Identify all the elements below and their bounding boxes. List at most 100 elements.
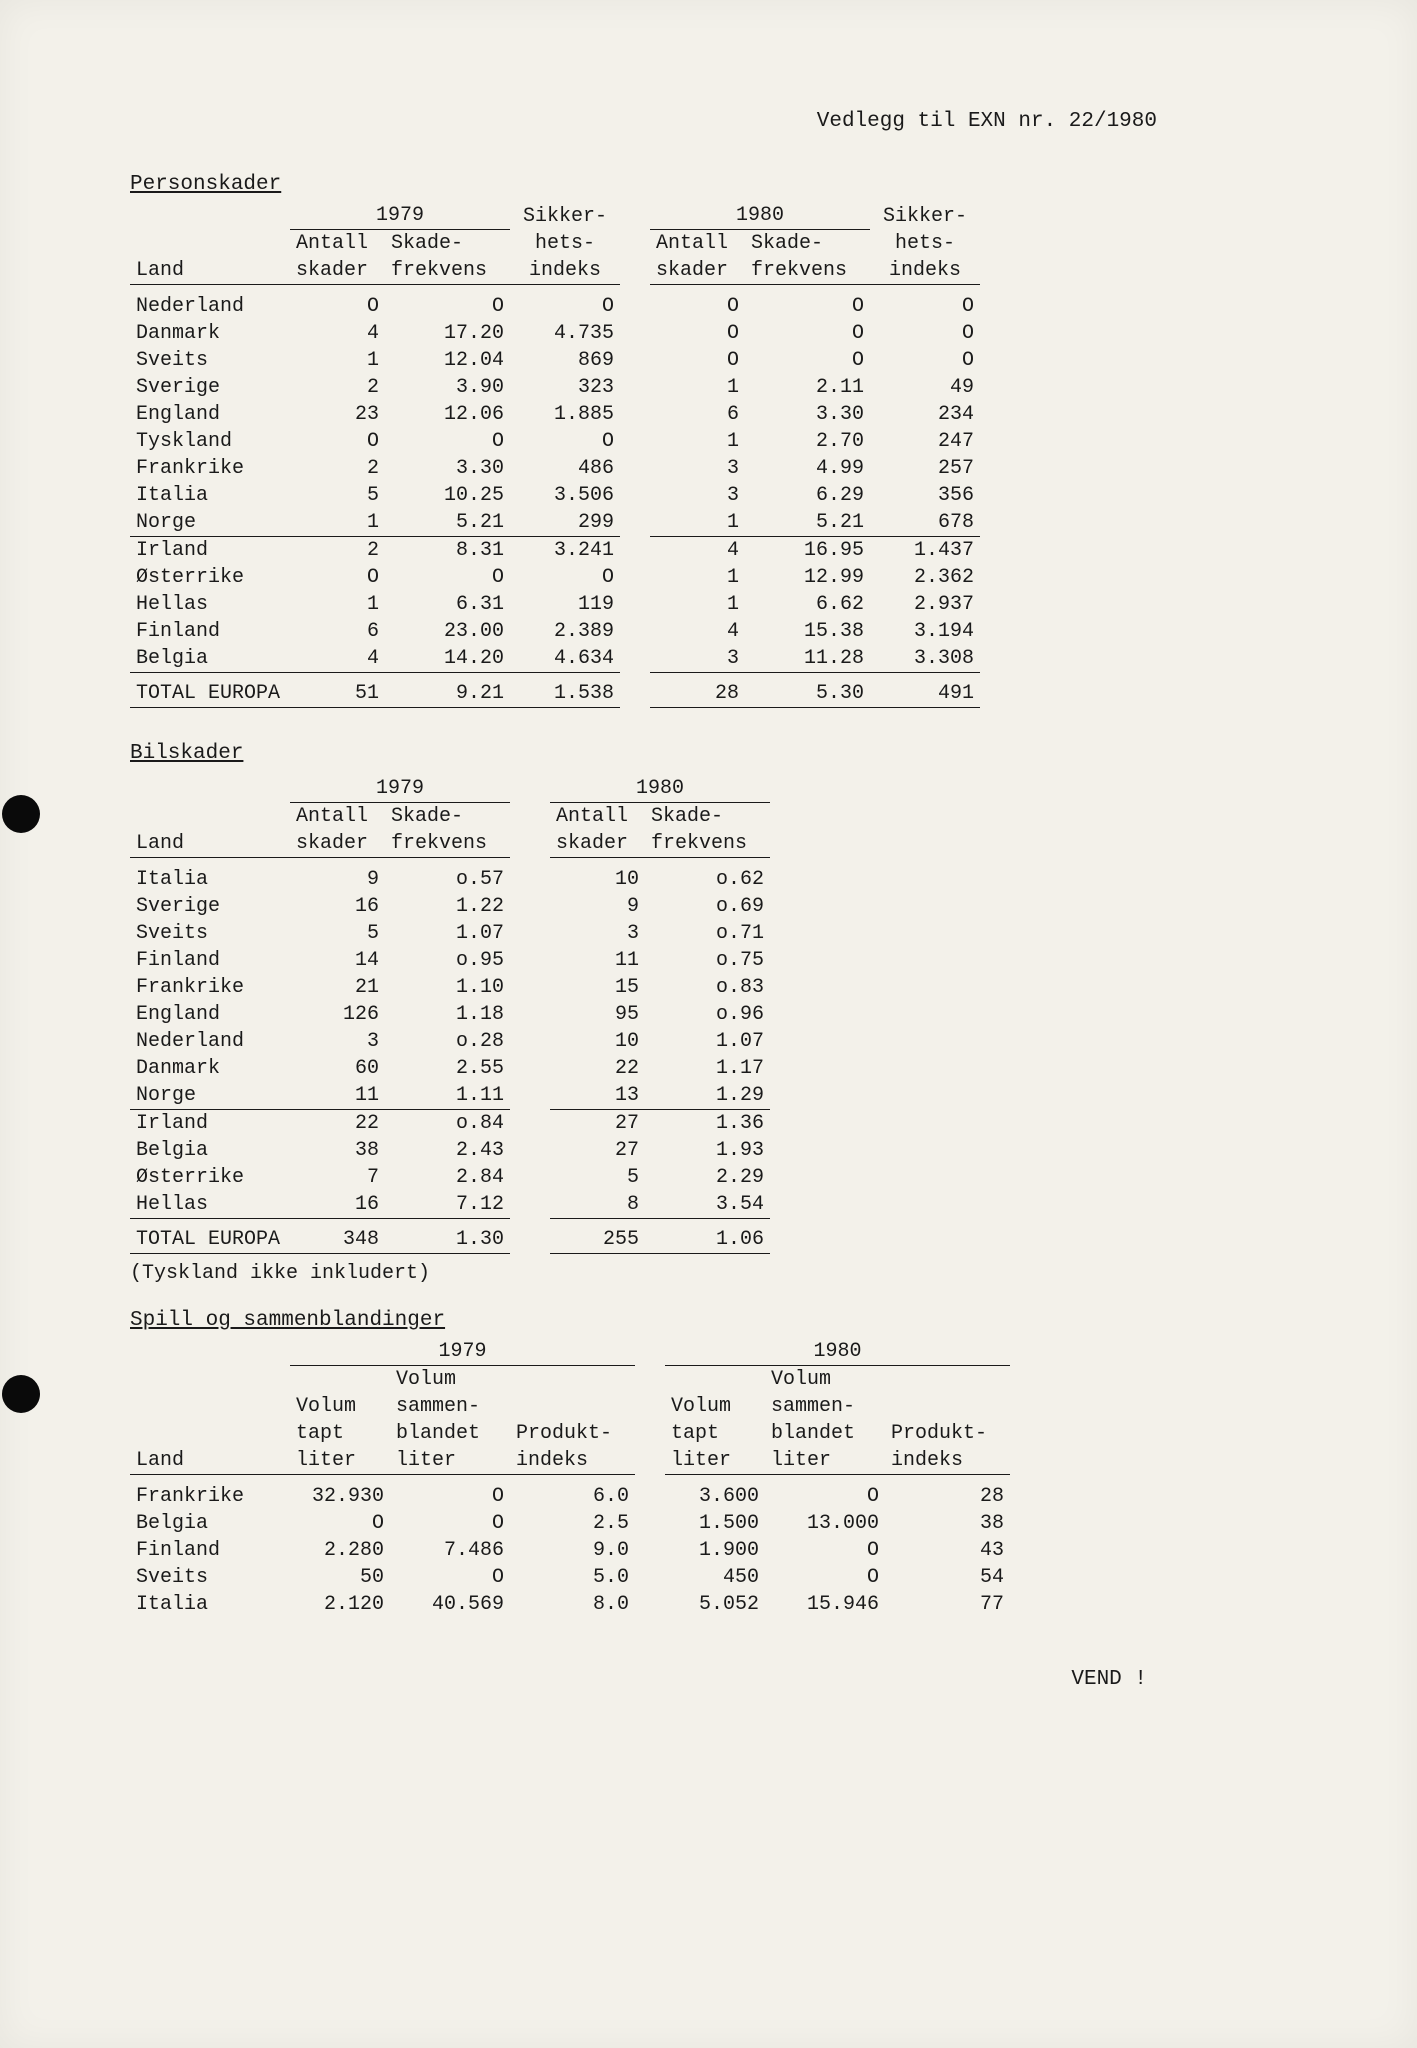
cell-value: 12.06 <box>385 401 510 428</box>
cell-value: 1.17 <box>645 1055 770 1082</box>
row-label: England <box>130 401 290 428</box>
section-title-personskader: Personskader <box>130 173 1297 196</box>
year-header: 1980 <box>665 1338 1010 1366</box>
cell-value: 38 <box>290 1137 385 1164</box>
cell-value: 10 <box>550 1028 645 1055</box>
cell-value: 356 <box>870 482 980 509</box>
cell-value: 1.07 <box>385 920 510 947</box>
cell-value: 38 <box>885 1510 1010 1537</box>
col-header: Antallskader <box>290 803 385 858</box>
cell-value: O <box>390 1510 510 1537</box>
cell-value: 3.30 <box>385 455 510 482</box>
cell-value: O <box>390 1564 510 1591</box>
table-row: Sverige161.229o.69 <box>130 893 770 920</box>
table-row: ØsterrikeOOO112.992.362 <box>130 564 980 591</box>
cell-value: 11 <box>290 1082 385 1110</box>
col-header: Volumsammen-blandetliter <box>390 1366 510 1475</box>
year-header: 1979 <box>290 775 510 803</box>
year-header: 1980 <box>650 202 870 230</box>
cell-value: 3 <box>650 455 745 482</box>
cell-value: 3.30 <box>745 401 870 428</box>
cell-value: 28 <box>885 1483 1010 1510</box>
cell-value: 8.0 <box>510 1591 635 1618</box>
row-label: Belgia <box>130 645 290 673</box>
cell-value: 95 <box>550 1001 645 1028</box>
row-label: Østerrike <box>130 564 290 591</box>
table-row: BelgiaOO2.51.50013.00038 <box>130 1510 1010 1537</box>
cell-value: 1 <box>650 509 745 537</box>
cell-value: 9.21 <box>385 680 510 708</box>
table-row: TysklandOOO12.70247 <box>130 428 980 455</box>
table-row: Italia510.253.50636.29356 <box>130 482 980 509</box>
cell-value: o.83 <box>645 974 770 1001</box>
table-row: Sveits51.073o.71 <box>130 920 770 947</box>
table-row: Frankrike32.930O6.03.600O28 <box>130 1483 1010 1510</box>
row-label: Frankrike <box>130 1483 290 1510</box>
col-header: Skade-frekvens <box>645 803 770 858</box>
cell-value: 16 <box>290 893 385 920</box>
cell-value: O <box>390 1483 510 1510</box>
cell-value: 1.93 <box>645 1137 770 1164</box>
cell-value: 2.280 <box>290 1537 390 1564</box>
cell-value: 2 <box>290 455 385 482</box>
cell-value: 7.12 <box>385 1191 510 1219</box>
table-row: Sveits112.04869OOO <box>130 347 980 374</box>
cell-value: O <box>745 320 870 347</box>
col-header: Produkt-indeks <box>885 1366 1010 1475</box>
cell-value: 3.194 <box>870 618 980 645</box>
cell-value: 3.241 <box>510 536 620 564</box>
cell-value: 1 <box>650 564 745 591</box>
cell-value: O <box>765 1537 885 1564</box>
cell-value: o.69 <box>645 893 770 920</box>
cell-value: 11.28 <box>745 645 870 673</box>
row-label: Sveits <box>130 1564 290 1591</box>
table-row: Sverige23.9032312.1149 <box>130 374 980 401</box>
cell-value: 43 <box>885 1537 1010 1564</box>
cell-value: O <box>870 320 980 347</box>
cell-value: 40.569 <box>390 1591 510 1618</box>
row-label: Danmark <box>130 320 290 347</box>
row-label: TOTAL EUROPA <box>130 1226 290 1254</box>
cell-value: 3.308 <box>870 645 980 673</box>
row-label: Italia <box>130 866 290 893</box>
cell-value: 6 <box>290 618 385 645</box>
total-row: TOTAL EUROPA3481.302551.06 <box>130 1226 770 1254</box>
cell-value: 1 <box>650 428 745 455</box>
cell-value: 2.120 <box>290 1591 390 1618</box>
page-turn-note: VEND ! <box>130 1668 1297 1691</box>
row-label: Italia <box>130 1591 290 1618</box>
row-label: Belgia <box>130 1510 290 1537</box>
table-row: Italia9o.5710o.62 <box>130 866 770 893</box>
row-label: Frankrike <box>130 974 290 1001</box>
table-row: Italia2.12040.5698.05.05215.94677 <box>130 1591 1010 1618</box>
cell-value: 15.38 <box>745 618 870 645</box>
cell-value: 15 <box>550 974 645 1001</box>
total-row: TOTAL EUROPA519.211.538285.30491 <box>130 680 980 708</box>
cell-value: 119 <box>510 591 620 618</box>
row-label: Tyskland <box>130 428 290 455</box>
cell-value: 4 <box>650 536 745 564</box>
cell-value: 6 <box>650 401 745 428</box>
table-row: Danmark602.55221.17 <box>130 1055 770 1082</box>
cell-value: 2.55 <box>385 1055 510 1082</box>
cell-value: 1.06 <box>645 1226 770 1254</box>
cell-value: 5.21 <box>385 509 510 537</box>
row-label: Norge <box>130 509 290 537</box>
table-spill: 1979 1980 Land Volumtaptliter Volumsamme… <box>130 1338 1010 1618</box>
cell-value: 4.99 <box>745 455 870 482</box>
cell-value: 450 <box>665 1564 765 1591</box>
cell-value: 1 <box>290 347 385 374</box>
col-header: Land <box>130 803 290 858</box>
cell-value: 2 <box>290 536 385 564</box>
cell-value: 5 <box>290 482 385 509</box>
cell-value: O <box>650 320 745 347</box>
table-row: Irland28.313.241416.951.437 <box>130 536 980 564</box>
cell-value: 14.20 <box>385 645 510 673</box>
cell-value: 1 <box>290 509 385 537</box>
table-row: Norge15.2129915.21678 <box>130 509 980 537</box>
cell-value: 27 <box>550 1137 645 1164</box>
cell-value: 8.31 <box>385 536 510 564</box>
row-label: Irland <box>130 536 290 564</box>
table-row: England1261.1895o.96 <box>130 1001 770 1028</box>
cell-value: 1.07 <box>645 1028 770 1055</box>
